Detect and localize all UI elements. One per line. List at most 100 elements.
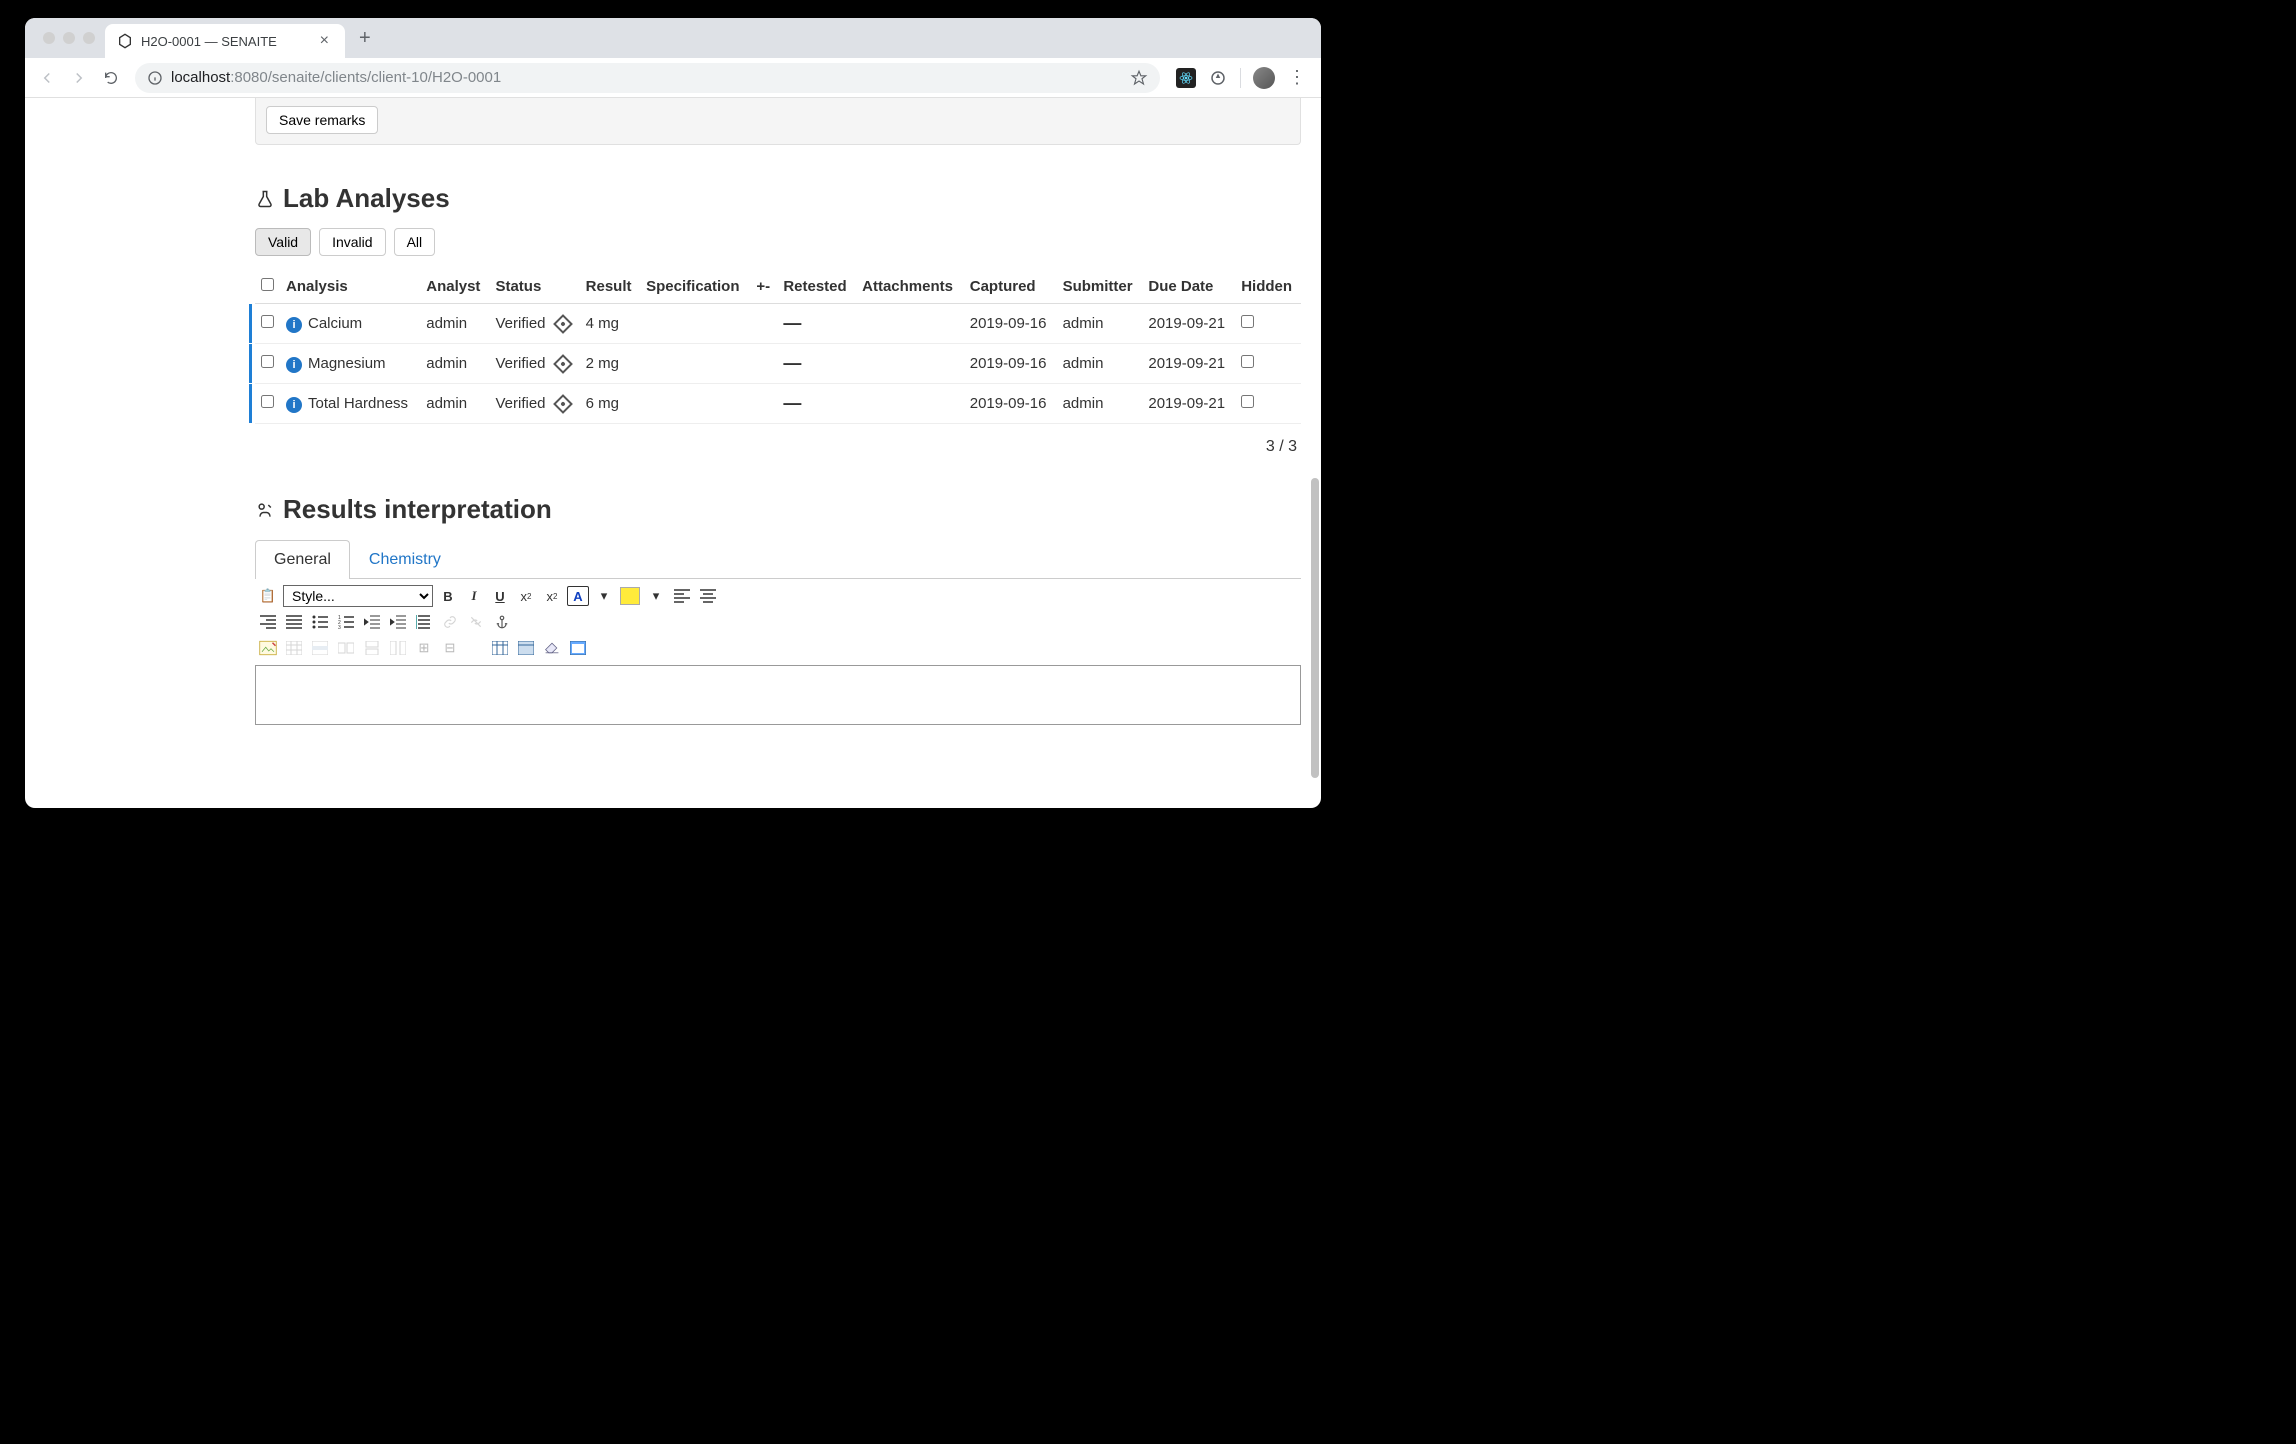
forward-button[interactable] — [65, 64, 93, 92]
table-row[interactable]: iMagnesiumadminVerified 2 mg—2019-09-16a… — [255, 344, 1301, 384]
maximize-window-icon[interactable] — [83, 32, 95, 44]
insert-col-icon[interactable] — [387, 637, 409, 659]
cell-analysis: iCalcium — [280, 304, 420, 344]
cell-submitter: admin — [1057, 304, 1143, 344]
reload-button[interactable] — [97, 64, 125, 92]
italic-icon[interactable]: I — [463, 585, 485, 607]
hidden-checkbox[interactable] — [1241, 355, 1254, 368]
delete-col-icon[interactable]: ⊟ — [439, 637, 461, 659]
extension-icon[interactable] — [1208, 68, 1228, 88]
col-pm: +- — [750, 270, 777, 304]
fullscreen-icon[interactable] — [567, 637, 589, 659]
col-due-date: Due Date — [1142, 270, 1235, 304]
font-color-icon[interactable]: A — [567, 586, 589, 606]
row-checkbox[interactable] — [261, 315, 274, 328]
align-center-icon[interactable] — [697, 585, 719, 607]
number-list-icon[interactable]: 123 — [335, 611, 357, 633]
tab-general[interactable]: General — [255, 540, 350, 579]
hidden-checkbox[interactable] — [1241, 395, 1254, 408]
font-color-dropdown-icon[interactable]: ▾ — [593, 585, 615, 607]
cell-specification — [640, 384, 750, 424]
cell-analysis: iMagnesium — [280, 344, 420, 384]
cell-submitter: admin — [1057, 344, 1143, 384]
save-remarks-button[interactable]: Save remarks — [266, 106, 378, 134]
bold-icon[interactable]: B — [437, 585, 459, 607]
anchor-icon[interactable] — [491, 611, 513, 633]
cell-attachments — [856, 384, 964, 424]
table-icon[interactable] — [283, 637, 305, 659]
analyses-table: Analysis Analyst Status Result Specifica… — [255, 270, 1301, 424]
close-window-icon[interactable] — [43, 32, 55, 44]
profile-avatar[interactable] — [1253, 67, 1275, 89]
scrollbar-thumb[interactable] — [1311, 478, 1319, 778]
subscript-icon[interactable]: x2 — [515, 585, 537, 607]
table-row[interactable]: iCalciumadminVerified 4 mg—2019-09-16adm… — [255, 304, 1301, 344]
insert-row-icon[interactable]: ⊞ — [413, 637, 435, 659]
unlink-icon[interactable] — [465, 611, 487, 633]
highlight-icon[interactable] — [619, 585, 641, 607]
split-cells-icon[interactable] — [335, 637, 357, 659]
url-text: localhost:8080/senaite/clients/client-10… — [171, 69, 501, 86]
address-bar[interactable]: localhost:8080/senaite/clients/client-10… — [135, 63, 1160, 93]
superscript-icon[interactable]: x2 — [541, 585, 563, 607]
minimize-window-icon[interactable] — [63, 32, 75, 44]
image-icon[interactable] — [257, 637, 279, 659]
new-tab-button[interactable]: + — [345, 27, 385, 50]
cell-attachments — [856, 304, 964, 344]
cell-specification — [640, 304, 750, 344]
style-select[interactable]: Style... — [283, 585, 433, 607]
close-tab-icon[interactable]: × — [316, 32, 333, 50]
underline-icon[interactable]: U — [489, 585, 511, 607]
page-viewport: Save remarks Lab Analyses Valid Invalid … — [25, 98, 1321, 808]
table-row-icon[interactable] — [309, 637, 331, 659]
info-icon[interactable]: i — [286, 397, 302, 413]
info-icon[interactable]: i — [286, 357, 302, 373]
filter-valid-button[interactable]: Valid — [255, 228, 311, 256]
align-left-icon[interactable] — [671, 585, 693, 607]
table-row[interactable]: iTotal HardnessadminVerified 6 mg—2019-0… — [255, 384, 1301, 424]
cell-specification — [640, 344, 750, 384]
browser-menu-icon[interactable]: ⋮ — [1287, 68, 1307, 88]
cell-retested: — — [777, 344, 856, 384]
react-devtools-icon[interactable] — [1176, 68, 1196, 88]
hidden-checkbox[interactable] — [1241, 315, 1254, 328]
outdent-icon[interactable] — [361, 611, 383, 633]
browser-toolbar: localhost:8080/senaite/clients/client-10… — [25, 58, 1321, 98]
merge-down-icon[interactable] — [361, 637, 383, 659]
cell-status: Verified — [489, 384, 579, 424]
back-button[interactable] — [33, 64, 61, 92]
bullet-list-icon[interactable] — [309, 611, 331, 633]
paste-icon[interactable]: 📋 — [257, 585, 279, 607]
browser-tab[interactable]: H2O-0001 — SENAITE × — [105, 24, 345, 58]
star-icon[interactable] — [1130, 69, 1148, 87]
cell-result: 4 mg — [580, 304, 641, 344]
row-checkbox[interactable] — [261, 395, 274, 408]
select-all-checkbox[interactable] — [261, 278, 274, 291]
filter-all-button[interactable]: All — [394, 228, 436, 256]
scrollbar[interactable] — [1309, 98, 1319, 808]
tab-chemistry[interactable]: Chemistry — [350, 540, 460, 579]
toolbar-divider — [1240, 68, 1241, 88]
cell-analyst: admin — [420, 344, 489, 384]
window-controls[interactable] — [33, 32, 105, 44]
indent-icon[interactable] — [387, 611, 409, 633]
highlight-dropdown-icon[interactable]: ▾ — [645, 585, 667, 607]
align-right-icon[interactable] — [257, 611, 279, 633]
hexagon-icon — [117, 33, 133, 49]
row-checkbox[interactable] — [261, 355, 274, 368]
table-insert-icon[interactable] — [489, 637, 511, 659]
tab-strip: H2O-0001 — SENAITE × + — [25, 18, 1321, 58]
richtext-editor[interactable] — [255, 665, 1301, 725]
filter-invalid-button[interactable]: Invalid — [319, 228, 385, 256]
verified-icon — [553, 314, 573, 334]
table-props-icon[interactable] — [515, 637, 537, 659]
table-pager: 3 / 3 — [255, 424, 1301, 456]
link-icon[interactable] — [439, 611, 461, 633]
blockquote-icon[interactable] — [413, 611, 435, 633]
col-result: Result — [580, 270, 641, 304]
eraser-icon[interactable] — [541, 637, 563, 659]
site-info-icon[interactable] — [147, 70, 163, 86]
align-justify-icon[interactable] — [283, 611, 305, 633]
info-icon[interactable]: i — [286, 317, 302, 333]
lab-analyses-title: Lab Analyses — [283, 183, 450, 214]
